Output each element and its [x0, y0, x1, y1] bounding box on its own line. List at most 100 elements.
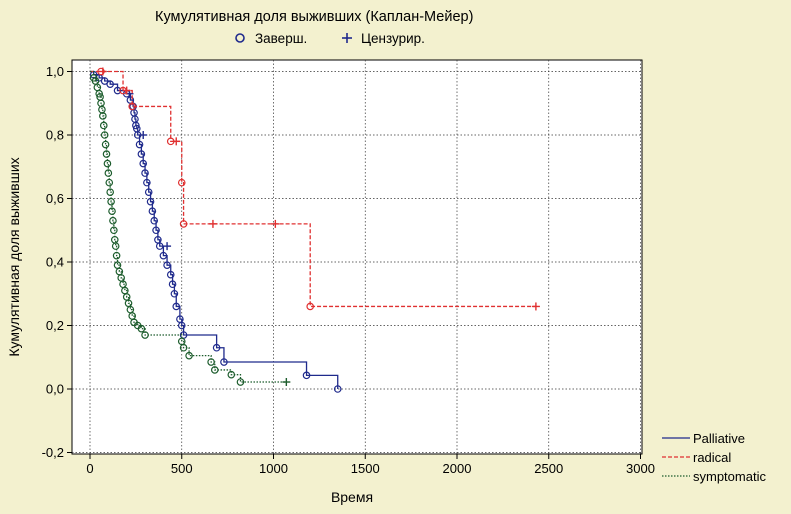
y-axis-label: Кумулятивная доля выживших: [6, 157, 22, 356]
event-marker-symptomatic: [102, 150, 111, 158]
censored-marker-palliative: [139, 131, 148, 139]
legend-label-palliative: Palliative: [693, 431, 745, 446]
censored-marker-radical: [531, 302, 540, 311]
marker-legend: Заверш. Цензурир.: [235, 31, 425, 46]
x-tick-label: 3000: [626, 461, 655, 476]
x-tick-label: 0: [86, 461, 93, 476]
event-marker-palliative: [113, 86, 122, 95]
event-marker-palliative: [144, 188, 153, 196]
event-marker-palliative: [168, 280, 177, 289]
censored-marker-radical: [98, 67, 107, 76]
event-marker-symptomatic: [137, 324, 146, 333]
event-marker-symptomatic: [236, 378, 245, 386]
event-marker-symptomatic: [104, 169, 113, 177]
y-tick-label: -0,2: [42, 445, 64, 460]
censored-marker-icon: [342, 33, 352, 43]
event-marker-symptomatic: [141, 331, 149, 339]
event-marker-palliative: [155, 242, 164, 250]
event-marker-radical: [306, 302, 315, 311]
event-marker-palliative: [139, 159, 148, 168]
plot-area: [71, 59, 643, 455]
censored-marker-radical: [172, 137, 181, 146]
series-palliative: [89, 70, 342, 393]
y-tick-label: 0,6: [46, 191, 64, 206]
completed-legend-label: Заверш.: [255, 31, 307, 46]
series-line-symptomatic: [90, 70, 287, 383]
series-line-radical: [90, 70, 536, 308]
event-marker-radical: [128, 102, 137, 111]
grid: [72, 60, 642, 454]
completed-marker-icon: [235, 33, 245, 43]
y-tick-label: 0,4: [46, 255, 64, 270]
event-marker-symptomatic: [99, 121, 108, 130]
event-marker-symptomatic: [103, 159, 112, 168]
x-axis: 0 500 1000 1500 2000 2500 3000: [86, 454, 655, 476]
censored-marker-radical: [122, 86, 131, 95]
event-marker-symptomatic: [101, 140, 110, 149]
censored-marker-radical: [208, 219, 217, 228]
event-marker-palliative: [166, 270, 175, 279]
event-marker-symptomatic: [110, 226, 118, 235]
event-marker-radical: [177, 178, 186, 187]
y-tick-label: 1,0: [46, 64, 64, 79]
event-marker-symptomatic: [111, 242, 120, 250]
event-marker-palliative: [137, 150, 146, 158]
event-marker-palliative: [159, 251, 168, 260]
y-tick-label: 0,0: [46, 382, 64, 397]
event-marker-symptomatic: [227, 370, 236, 379]
event-marker-palliative: [177, 321, 186, 330]
x-tick-label: 2500: [534, 461, 563, 476]
event-marker-symptomatic: [207, 358, 215, 366]
event-marker-symptomatic: [185, 351, 193, 360]
event-marker-palliative: [146, 197, 155, 206]
y-tick-label: 0,2: [46, 318, 64, 333]
event-marker-symptomatic: [99, 112, 107, 120]
event-marker-symptomatic: [112, 251, 121, 260]
event-marker-symptomatic: [106, 188, 114, 196]
chart-title: Кумулятивная доля выживших (Каплан-Мейер…: [155, 9, 473, 25]
event-marker-palliative: [170, 289, 179, 298]
event-marker-palliative: [106, 80, 114, 89]
legend-label-radical: radical: [693, 450, 731, 465]
event-marker-palliative: [150, 216, 159, 225]
event-marker-palliative: [141, 169, 149, 177]
x-tick-label: 500: [171, 461, 193, 476]
event-marker-symptomatic: [105, 178, 114, 187]
event-marker-palliative: [212, 343, 221, 352]
event-marker-symptomatic: [210, 366, 219, 374]
event-marker-palliative: [100, 77, 109, 85]
event-marker-palliative: [172, 302, 181, 311]
censored-marker-palliative: [163, 242, 172, 251]
series-symptomatic: [89, 70, 291, 387]
event-marker-palliative: [302, 371, 311, 380]
event-marker-palliative: [148, 207, 157, 216]
x-tick-label: 2000: [443, 461, 472, 476]
event-marker-palliative: [220, 358, 228, 366]
legend-label-symptomatic: symptomatic: [693, 469, 766, 484]
x-axis-label: Время: [331, 489, 373, 505]
censored-legend-label: Цензурир.: [361, 31, 425, 46]
series-legend: Palliative radical symptomatic: [662, 431, 766, 484]
event-marker-symptomatic: [107, 197, 115, 206]
event-marker-symptomatic: [108, 207, 116, 216]
event-marker-symptomatic: [100, 131, 109, 139]
event-marker-symptomatic: [179, 343, 188, 352]
event-marker-symptomatic: [95, 89, 103, 98]
y-tick-label: 0,8: [46, 128, 64, 143]
censored-marker-symptomatic: [282, 378, 291, 387]
event-marker-palliative: [132, 121, 140, 130]
censored-marker-radical: [271, 219, 280, 228]
event-marker-palliative: [333, 385, 342, 393]
series-radical: [90, 67, 540, 311]
event-marker-palliative: [152, 226, 160, 235]
event-marker-palliative: [135, 140, 144, 149]
y-axis: -0,2 0,0 0,2 0,4 0,6 0,8 1,0: [42, 64, 72, 460]
event-marker-radical: [179, 220, 188, 228]
x-tick-label: 1000: [259, 461, 288, 476]
x-tick-label: 1500: [351, 461, 380, 476]
event-marker-symptomatic: [109, 216, 117, 225]
event-marker-palliative: [163, 261, 171, 269]
event-marker-palliative: [143, 178, 151, 187]
